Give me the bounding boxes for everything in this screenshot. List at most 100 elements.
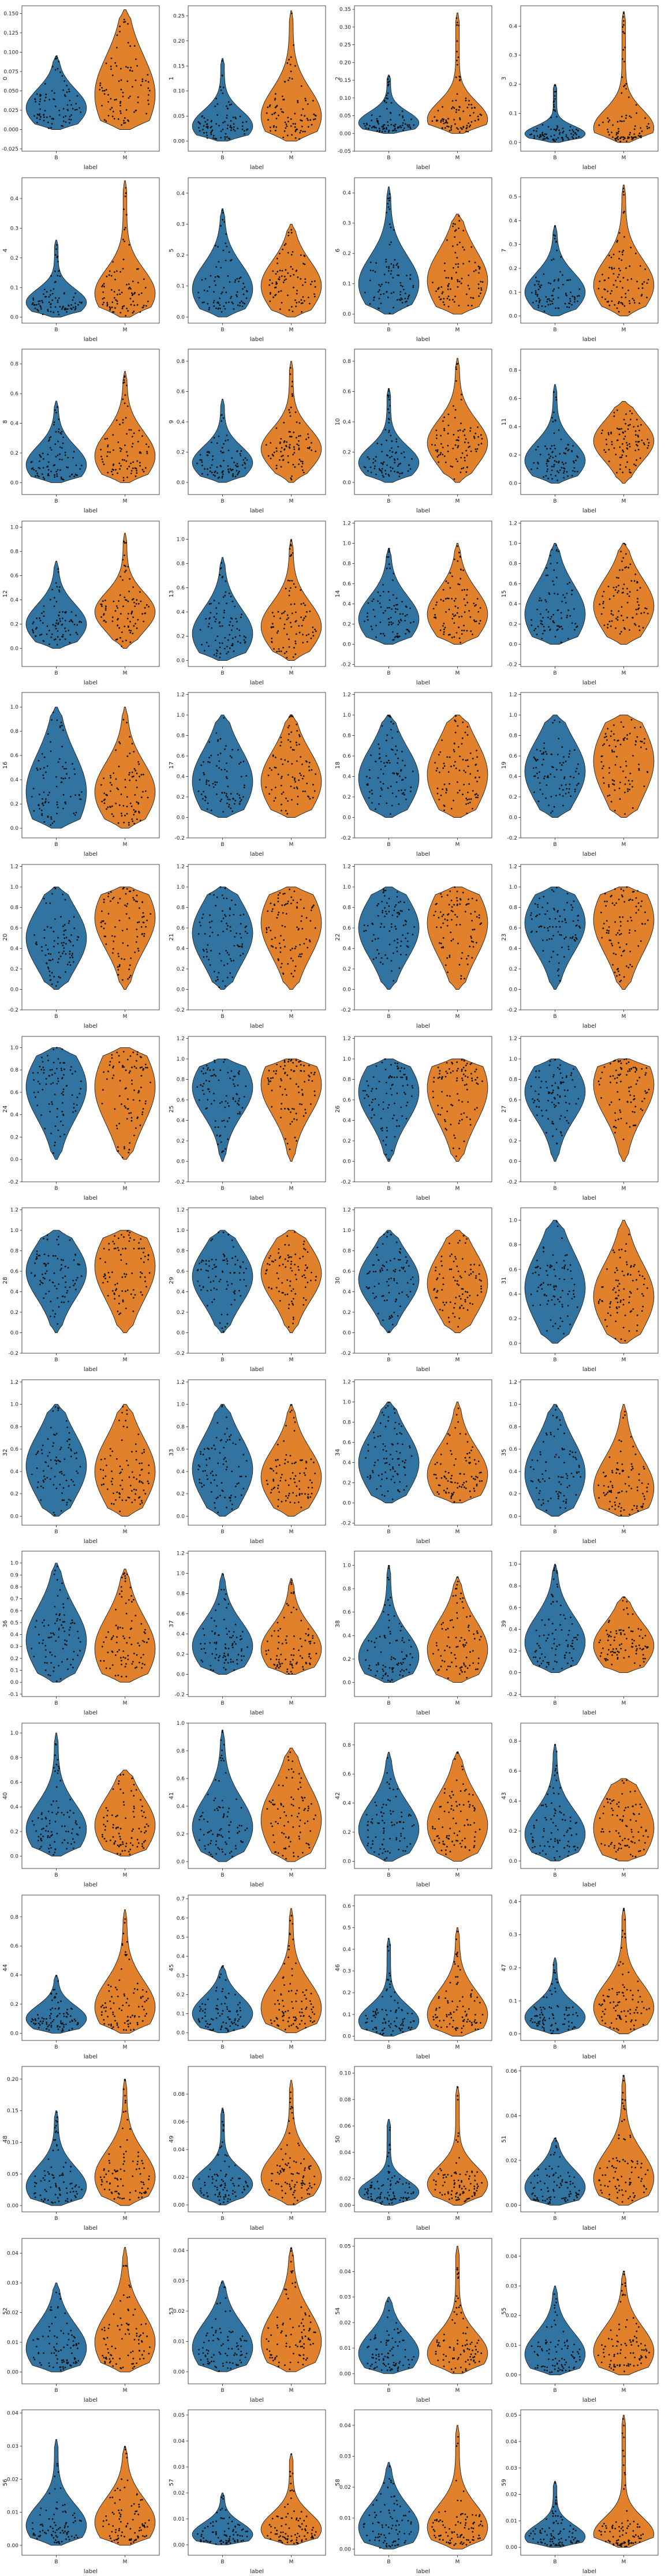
- swarm-point-M: [618, 942, 619, 944]
- swarm-point-B: [216, 114, 219, 116]
- swarm-point-B: [62, 925, 64, 927]
- swarm-point-M: [290, 231, 293, 234]
- swarm-point-B: [554, 140, 556, 142]
- swarm-point-B: [230, 469, 233, 471]
- swarm-point-B: [54, 1141, 56, 1143]
- swarm-point-B: [568, 756, 570, 758]
- swarm-point-M: [139, 591, 141, 593]
- swarm-point-M: [466, 454, 468, 456]
- swarm-point-B: [69, 953, 71, 955]
- swarm-point-B: [550, 628, 551, 630]
- swarm-point-M: [442, 454, 444, 456]
- x-tick-label-B: B: [221, 327, 224, 333]
- swarm-point-M: [297, 796, 299, 798]
- swarm-point-M: [280, 438, 282, 440]
- swarm-point-M: [622, 136, 624, 138]
- y-tick-label: 0.0: [10, 646, 19, 652]
- swarm-point-M: [308, 762, 311, 764]
- swarm-point-B: [536, 914, 538, 916]
- swarm-point-B: [569, 126, 571, 128]
- swarm-point-M: [621, 302, 623, 304]
- swarm-point-B: [57, 431, 59, 433]
- swarm-point-M: [455, 111, 457, 113]
- swarm-point-M: [627, 428, 629, 430]
- y-tick-label: -0.025: [2, 147, 18, 152]
- violin-panel-15: -0.2 0.0 0.2 0.4 0.6 0.8 1.0 1.2 15 label B M: [499, 515, 665, 687]
- swarm-point-B: [206, 808, 208, 810]
- swarm-point-M: [475, 777, 476, 779]
- swarm-point-M: [445, 276, 447, 279]
- swarm-point-M: [277, 958, 279, 960]
- swarm-point-M: [293, 452, 296, 454]
- swarm-point-M: [282, 912, 284, 914]
- swarm-point-M: [447, 276, 450, 279]
- swarm-point-B: [33, 304, 35, 306]
- swarm-point-B: [558, 278, 559, 280]
- swarm-point-B: [54, 297, 57, 299]
- swarm-point-B: [394, 611, 397, 613]
- swarm-point-M: [641, 741, 643, 743]
- swarm-point-M: [449, 757, 451, 758]
- swarm-point-B: [558, 460, 560, 463]
- swarm-point-M: [102, 600, 104, 602]
- swarm-point-M: [625, 117, 627, 119]
- swarm-point-B: [371, 793, 373, 795]
- swarm-point-M: [119, 897, 121, 900]
- swarm-point-M: [273, 125, 275, 127]
- swarm-point-B: [43, 1072, 45, 1074]
- x-tick-label-M: M: [289, 499, 294, 504]
- swarm-point-B: [60, 476, 62, 478]
- swarm-point-B: [547, 468, 549, 470]
- swarm-point-M: [147, 94, 150, 96]
- swarm-point-B: [566, 471, 568, 473]
- swarm-point-B: [66, 104, 69, 106]
- swarm-point-B: [210, 926, 212, 928]
- swarm-point-B: [57, 571, 59, 573]
- swarm-point-B: [552, 451, 554, 453]
- swarm-point-B: [381, 900, 383, 903]
- swarm-point-B: [383, 888, 384, 890]
- swarm-point-M: [638, 135, 641, 137]
- swarm-point-M: [619, 137, 622, 139]
- x-tick-label-M: M: [455, 671, 460, 676]
- swarm-point-B: [57, 622, 59, 624]
- swarm-point-M: [631, 413, 633, 415]
- swarm-point-B: [555, 455, 557, 458]
- swarm-point-M: [130, 292, 133, 294]
- swarm-point-M: [632, 786, 633, 788]
- swarm-point-M: [117, 441, 119, 443]
- swarm-point-B: [565, 292, 567, 294]
- swarm-point-M: [119, 68, 122, 70]
- swarm-point-M: [461, 632, 463, 635]
- swarm-point-B: [569, 302, 571, 304]
- swarm-point-B: [559, 926, 561, 928]
- swarm-point-M: [103, 777, 105, 780]
- swarm-point-B: [33, 1091, 35, 1094]
- y-tick-label: 0.6: [177, 926, 185, 931]
- swarm-point-M: [286, 125, 288, 128]
- swarm-point-B: [536, 749, 538, 751]
- swarm-point-B: [547, 930, 550, 931]
- swarm-point-M: [640, 940, 642, 942]
- swarm-point-M: [617, 932, 619, 934]
- swarm-point-B: [57, 568, 59, 570]
- swarm-point-B: [73, 916, 75, 918]
- swarm-point-M: [613, 267, 615, 269]
- swarm-point-M: [602, 927, 604, 930]
- swarm-point-B: [241, 305, 244, 307]
- swarm-point-B: [57, 761, 59, 763]
- swarm-point-B: [397, 604, 399, 606]
- swarm-point-M: [136, 818, 138, 821]
- swarm-point-M: [110, 68, 112, 70]
- swarm-point-M: [273, 903, 275, 905]
- swarm-point-B: [395, 635, 397, 638]
- swarm-point-M: [450, 899, 453, 901]
- swarm-point-M: [289, 888, 290, 890]
- swarm-point-B: [220, 130, 222, 132]
- swarm-point-B: [74, 308, 76, 310]
- swarm-point-M: [293, 890, 296, 892]
- x-axis-label: label: [84, 1023, 98, 1029]
- swarm-point-M: [107, 444, 109, 447]
- swarm-point-M: [127, 66, 129, 69]
- violin-panel-21: -0.2 0.0 0.2 0.4 0.6 0.8 1.0 1.2 21 label B M: [166, 859, 332, 1031]
